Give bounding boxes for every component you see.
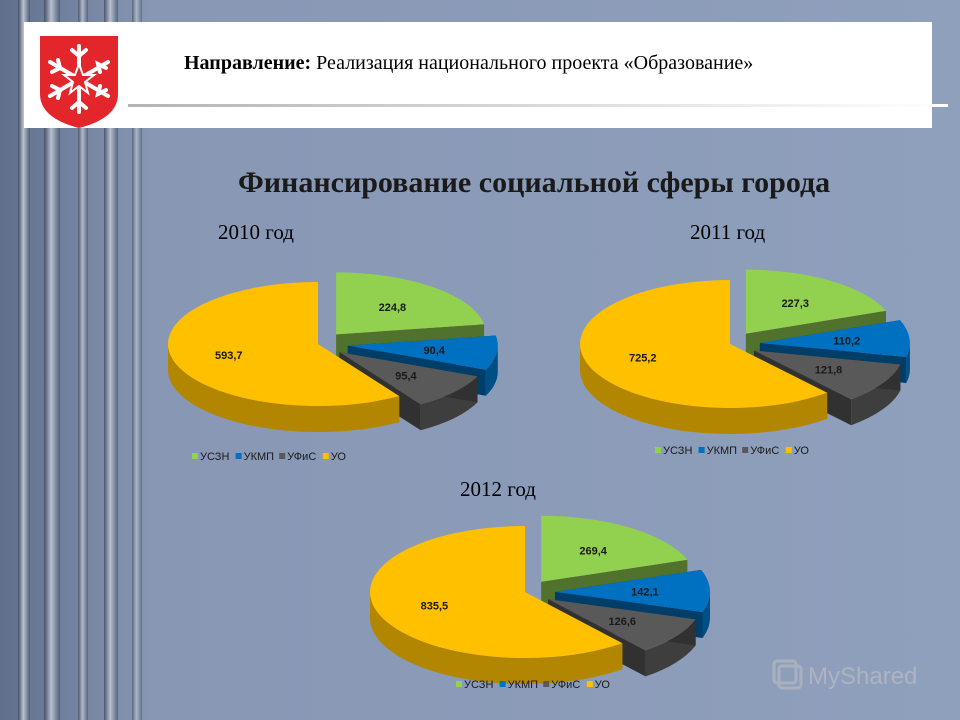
legend-swatch-УСЗН xyxy=(655,447,661,453)
legend-entry-УФиС: УФиС xyxy=(551,679,580,691)
data-label-УКМП: 110,2 xyxy=(833,335,860,347)
pie-chart-0: 224,8 90,4 95,4 593,7 УСЗН УКМП УФиС УО xyxy=(168,272,498,463)
legend-swatch-УО xyxy=(785,447,792,453)
legend-swatch-УКМП xyxy=(698,447,705,453)
pie-slice-УСЗН xyxy=(745,269,886,334)
header-divider xyxy=(128,104,948,107)
data-label-УСЗН: 224,8 xyxy=(379,302,407,314)
data-label-УО: 593,7 xyxy=(215,350,243,362)
data-label-УСЗН: 269,4 xyxy=(579,545,607,557)
chart-title-2010: 2010 год xyxy=(218,220,294,244)
data-label-УО: 835,5 xyxy=(421,601,449,613)
pie-side-УО xyxy=(370,592,623,684)
legend-swatch-УО xyxy=(586,681,593,687)
pie-side-УО xyxy=(168,344,400,432)
header-direction: Направление: Реализация национального пр… xyxy=(184,52,753,75)
legend-swatch-УСЗН xyxy=(456,681,462,687)
pie-side-УКМП xyxy=(702,591,710,639)
legend-entry-УО: УО xyxy=(794,445,810,457)
data-label-УФиС: 126,6 xyxy=(608,616,636,628)
watermark-text: MyShared xyxy=(808,663,917,690)
legend-entry-УСЗН: УСЗН xyxy=(663,445,692,457)
chart-title-2011: 2011 год xyxy=(690,220,766,244)
legend-entry-УКМП: УКМП xyxy=(707,445,738,457)
pie-side-УО xyxy=(580,344,828,434)
snowflake-star-shield-icon xyxy=(40,36,118,128)
pie-slice-УКМП xyxy=(554,569,710,613)
legend-entry-УСЗН: УСЗН xyxy=(200,451,229,463)
pie-slice-УФиС xyxy=(339,352,478,405)
data-label-УКМП: 90,4 xyxy=(423,345,445,357)
pie-slice-УСЗН xyxy=(336,272,485,335)
pie-slice-УФиС xyxy=(548,599,696,651)
data-label-УО: 725,2 xyxy=(629,353,657,365)
pie-chart-2: 269,4 142,1 126,6 835,5 УСЗН УКМП УФиС УО xyxy=(370,515,710,691)
header-banner: Направление: Реализация национального пр… xyxy=(24,22,948,128)
pie-slice-УО xyxy=(370,526,623,658)
pie-slice-УКМП xyxy=(759,320,910,357)
pie-chart-1: 227,3 110,2 121,8 725,2 УСЗН УКМП УФиС УО xyxy=(580,269,910,457)
data-label-УСЗН: 227,3 xyxy=(781,298,809,310)
pie-side-УКМП xyxy=(906,343,910,383)
data-label-УФиС: 95,4 xyxy=(395,370,417,382)
pie-slice-УО xyxy=(168,282,400,406)
pie-slice-УКМП xyxy=(347,335,498,370)
legend-entry-УСЗН: УСЗН xyxy=(464,679,493,691)
legend-entry-УКМП: УКМП xyxy=(508,679,539,691)
legend-swatch-УФиС xyxy=(279,453,286,459)
data-label-УФиС: 121,8 xyxy=(815,365,843,377)
legend-entry-УО: УО xyxy=(595,679,611,691)
pie-slice-УСЗН xyxy=(541,515,688,582)
legend-entry-УКМП: УКМП xyxy=(244,451,275,463)
myshared-watermark: MyShared xyxy=(772,659,917,690)
legend-swatch-УКМП xyxy=(235,453,242,459)
legend-swatch-УФиС xyxy=(742,447,749,453)
header-direction-text: Реализация национального проекта «Образо… xyxy=(311,52,754,74)
pie-slice-УФиС xyxy=(753,350,901,400)
legend-swatch-УО xyxy=(322,453,329,459)
legend-swatch-УКМП xyxy=(499,681,506,687)
header-direction-label: Направление: xyxy=(184,52,312,74)
legend-entry-УО: УО xyxy=(331,451,347,463)
legend-entry-УФиС: УФиС xyxy=(287,451,316,463)
page-title: Финансирование социальной сферы города xyxy=(238,166,831,199)
legend-swatch-УФиС xyxy=(543,681,550,687)
legend-entry-УФиС: УФиС xyxy=(750,445,779,457)
pie-slice-УО xyxy=(580,280,828,409)
chart-title-2012: 2012 год xyxy=(460,477,536,501)
data-label-УКМП: 142,1 xyxy=(631,586,659,598)
legend-swatch-УСЗН xyxy=(192,453,198,459)
